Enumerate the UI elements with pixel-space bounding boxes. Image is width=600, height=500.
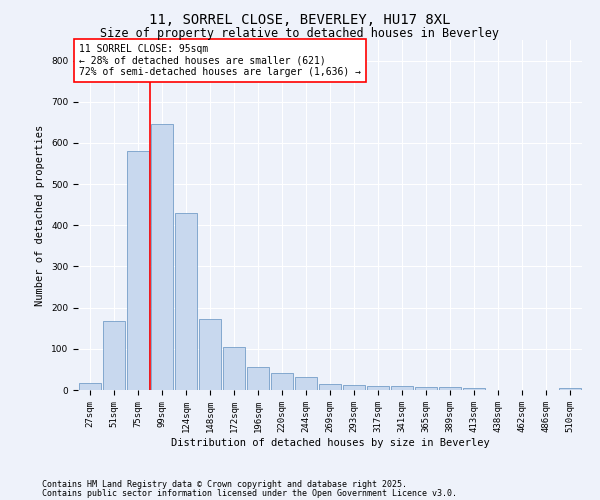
- X-axis label: Distribution of detached houses by size in Beverley: Distribution of detached houses by size …: [170, 438, 490, 448]
- Bar: [79, 382, 101, 390]
- Text: 11 SORREL CLOSE: 95sqm
← 28% of detached houses are smaller (621)
72% of semi-de: 11 SORREL CLOSE: 95sqm ← 28% of detached…: [79, 44, 361, 78]
- Text: 11, SORREL CLOSE, BEVERLEY, HU17 8XL: 11, SORREL CLOSE, BEVERLEY, HU17 8XL: [149, 12, 451, 26]
- Bar: [439, 387, 461, 390]
- Bar: [367, 386, 389, 390]
- Bar: [223, 347, 245, 390]
- Text: Size of property relative to detached houses in Beverley: Size of property relative to detached ho…: [101, 28, 499, 40]
- Bar: [319, 384, 341, 390]
- Bar: [391, 386, 413, 390]
- Bar: [463, 388, 485, 390]
- Bar: [199, 319, 221, 390]
- Bar: [295, 377, 317, 390]
- Text: Contains HM Land Registry data © Crown copyright and database right 2025.: Contains HM Land Registry data © Crown c…: [42, 480, 407, 489]
- Bar: [559, 388, 581, 390]
- Bar: [415, 386, 437, 390]
- Bar: [343, 385, 365, 390]
- Bar: [151, 124, 173, 390]
- Bar: [175, 213, 197, 390]
- Bar: [127, 151, 149, 390]
- Bar: [103, 321, 125, 390]
- Y-axis label: Number of detached properties: Number of detached properties: [35, 124, 46, 306]
- Text: Contains public sector information licensed under the Open Government Licence v3: Contains public sector information licen…: [42, 489, 457, 498]
- Bar: [247, 366, 269, 390]
- Bar: [271, 372, 293, 390]
